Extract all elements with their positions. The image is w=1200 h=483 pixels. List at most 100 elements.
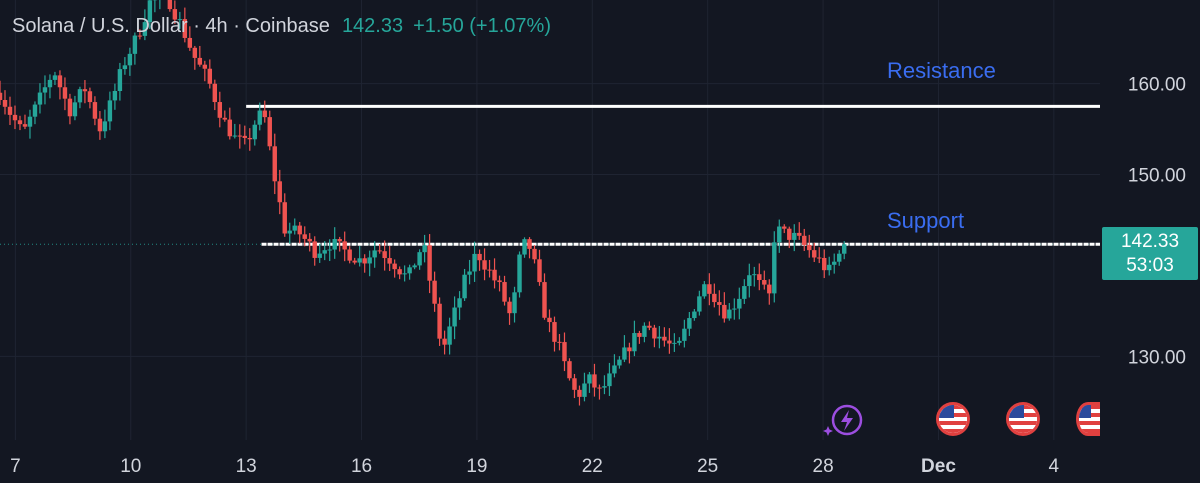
candle-body <box>792 232 797 240</box>
candle-body <box>62 87 68 99</box>
level-lines <box>246 104 1100 246</box>
candle-body <box>562 342 567 362</box>
candle-body <box>612 365 617 374</box>
candle-body <box>702 284 707 297</box>
us-flag-icon[interactable] <box>1076 402 1100 436</box>
candle-body <box>577 389 582 397</box>
candle-body <box>427 245 432 281</box>
candlestick-series <box>0 0 847 406</box>
candle-body <box>752 274 757 276</box>
candle-body <box>102 121 108 132</box>
candle-body <box>212 83 218 103</box>
candle-body <box>422 245 427 253</box>
candle-body <box>142 22 148 36</box>
price-change: +1.50 (+1.07%) <box>413 15 551 37</box>
candle-body <box>117 69 123 92</box>
candle-body <box>362 258 367 264</box>
candle-countdown: 53:03 <box>1126 255 1174 276</box>
candle-body <box>352 260 357 263</box>
candle-body <box>652 327 657 339</box>
candle-body <box>27 116 33 127</box>
us-flag-icon[interactable] <box>936 402 970 436</box>
candle-body <box>32 104 38 117</box>
candle-body <box>812 250 817 258</box>
candle-body <box>307 238 312 242</box>
candle-body <box>47 79 53 88</box>
x-tick-label: 7 <box>10 456 21 477</box>
candle-body <box>0 92 3 100</box>
lightning-icon[interactable] <box>822 402 864 438</box>
candle-body <box>772 242 777 294</box>
x-tick-label: 25 <box>697 456 718 477</box>
candle-body <box>682 328 687 341</box>
support-label: Support <box>887 208 965 233</box>
candle-body <box>42 87 48 93</box>
candle-body <box>627 347 632 352</box>
candle-body <box>367 257 372 264</box>
candle-body <box>297 225 302 235</box>
candle-body <box>547 317 552 323</box>
candle-body <box>137 35 143 37</box>
candle-body <box>697 296 702 312</box>
candle-body <box>242 135 247 138</box>
candle-body <box>447 326 452 345</box>
candle-body <box>97 118 103 132</box>
candle-body <box>667 340 672 344</box>
candle-body <box>247 137 252 140</box>
candle-body <box>462 274 467 299</box>
candle-body <box>662 336 667 341</box>
candle-body <box>592 374 597 388</box>
candle-body <box>317 253 322 258</box>
candle-body <box>277 181 282 203</box>
candle-body <box>312 241 317 258</box>
candle-body <box>267 117 272 147</box>
y-tick-label: 130.00 <box>1128 347 1186 368</box>
candle-body <box>552 322 557 342</box>
candle-body <box>207 68 213 84</box>
candle-body <box>582 383 587 397</box>
symbol-title: Solana / U.S. Dollar · 4h · Coinbase <box>12 15 330 37</box>
candle-body <box>82 89 88 92</box>
candle-body <box>337 239 342 242</box>
candle-body <box>647 325 652 328</box>
candle-body <box>52 75 58 80</box>
candle-body <box>232 135 237 137</box>
candle-body <box>132 35 138 54</box>
candle-body <box>382 251 387 259</box>
x-tick-label: Dec <box>921 456 956 477</box>
candle-body <box>692 311 697 319</box>
candle-body <box>767 284 772 294</box>
candle-body <box>587 374 592 384</box>
candle-body <box>567 361 572 379</box>
candle-body <box>387 258 392 264</box>
candle-body <box>557 341 562 343</box>
candle-body <box>72 102 78 117</box>
candle-body <box>807 244 812 251</box>
candle-body <box>527 239 532 249</box>
candle-body <box>7 106 13 115</box>
us-flag-icon[interactable] <box>1006 402 1040 436</box>
x-tick-label: 4 <box>1049 456 1060 477</box>
candle-body <box>417 252 422 266</box>
candle-body <box>257 110 262 125</box>
current-price-value: 142.33 <box>1120 231 1180 252</box>
candle-body <box>187 37 193 48</box>
candle-body <box>272 146 277 182</box>
candle-body <box>572 378 577 390</box>
x-tick-label: 13 <box>236 456 257 477</box>
candle-body <box>677 340 682 343</box>
y-tick-label: 160.00 <box>1128 75 1186 96</box>
current-price-label: 142.33 53:03 <box>1102 227 1198 280</box>
candle-body <box>192 47 198 58</box>
candle-body <box>777 226 782 243</box>
last-price: 142.33 <box>341 15 404 37</box>
candle-body <box>122 65 128 70</box>
candle-body <box>597 387 602 389</box>
y-tick-label: 150.00 <box>1128 166 1186 187</box>
candle-body <box>517 254 522 293</box>
chart-header: Solana / U.S. Dollar · 4h · Coinbase 142.… <box>12 15 551 38</box>
candle-body <box>197 57 203 65</box>
candle-body <box>727 309 732 319</box>
candle-body <box>37 92 43 105</box>
